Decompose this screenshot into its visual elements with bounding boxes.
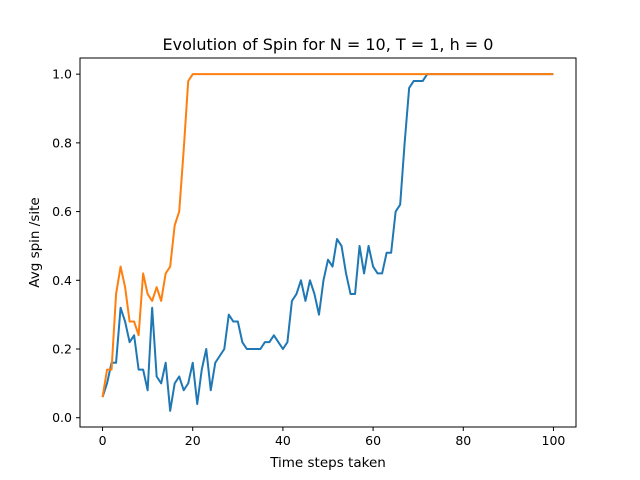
y-tick-label: 1.0 (52, 67, 72, 82)
x-axis-label: Time steps taken (269, 455, 386, 471)
series-layer (101, 73, 554, 412)
plot-frame (79, 57, 577, 428)
x-tick-label: 60 (365, 433, 381, 448)
x-tick-label: 40 (275, 433, 291, 448)
x-tick-label: 20 (185, 433, 201, 448)
y-tick-label: 0.8 (52, 135, 72, 150)
x-tick-label: 80 (455, 433, 471, 448)
y-axis-label: Avg spin /site (27, 197, 43, 287)
y-tick-label: 0.6 (52, 204, 72, 219)
series-line-2 (101, 73, 554, 398)
y-tick-label: 0.4 (52, 273, 72, 288)
x-tick-label: 0 (99, 433, 107, 448)
y-axis: 0.0 0.2 0.4 0.6 0.8 1.0 (52, 67, 80, 425)
x-tick-label: 100 (542, 433, 566, 448)
chart-title: Evolution of Spin for N = 10, T = 1, h =… (163, 35, 494, 54)
y-tick-label: 0.0 (52, 410, 72, 425)
y-tick-label: 0.2 (52, 342, 72, 357)
x-axis: 0 20 40 60 80 100 (99, 427, 566, 448)
